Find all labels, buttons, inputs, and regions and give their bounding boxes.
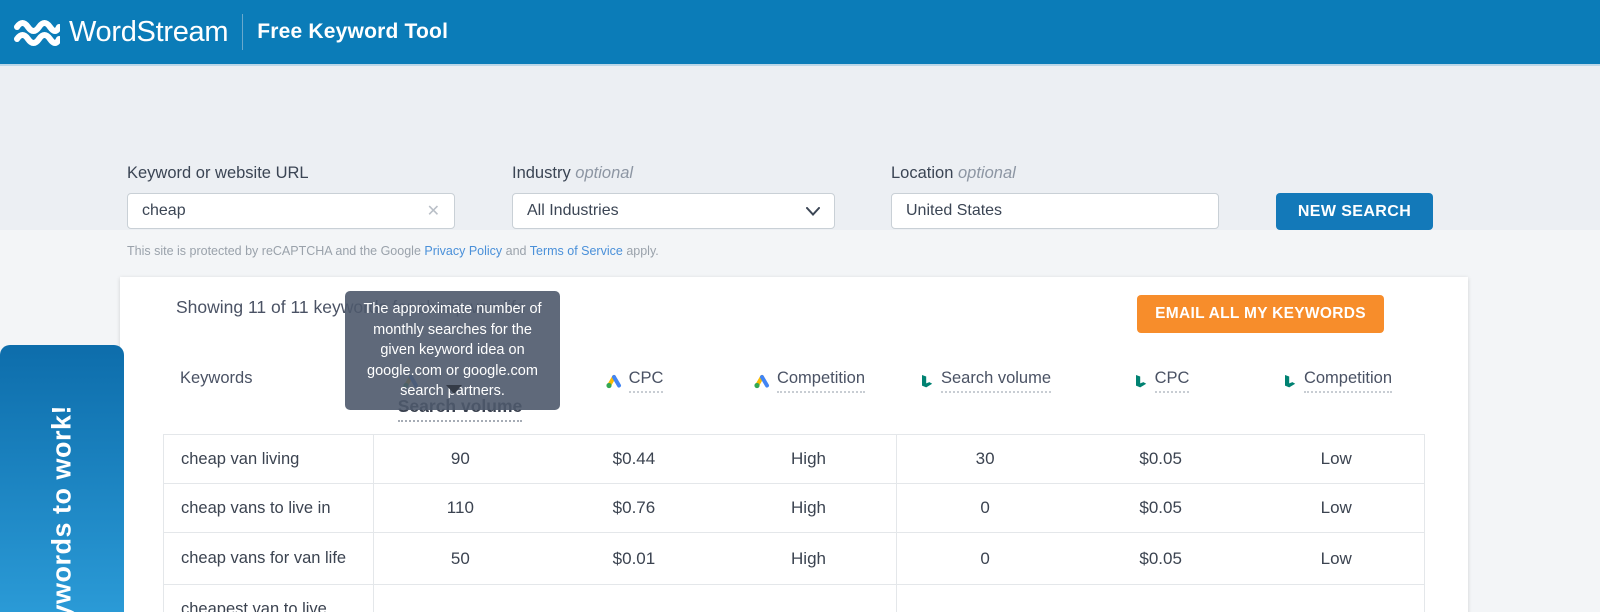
industry-select[interactable]: All Industries [512,193,835,229]
keywords-to-work-label: eywords to work! [46,404,77,612]
google-search-volume-cell: 90 [450,449,470,468]
keywords-to-work-tab[interactable]: eywords to work! [0,345,124,612]
brand-name: WordStream [69,15,229,48]
bing-icon [1284,374,1296,387]
location-input[interactable]: United States [891,193,1219,229]
bing-competition-cell: Low [1320,548,1352,568]
table-row[interactable]: cheapest van to live [164,584,1424,612]
location-input-value: United States [906,202,1003,219]
location-field-label: Location optional [891,164,1016,182]
column-header-bing-search-volume[interactable]: Search volume [897,369,1073,393]
google-search-volume-cell: 110 [446,498,474,517]
product-title: Free Keyword Tool [257,20,449,43]
search-form: Keyword or website URL cheap ✕ Industry … [0,66,1600,258]
industry-optional-hint: optional [575,164,634,182]
industry-field-label: Industry optional [512,164,634,182]
keyword-cell: cheapest van to live [164,585,374,612]
google-ads-icon [605,374,621,388]
google-competition-cell: High [721,484,898,532]
bing-search-volume-cell: 30 [975,449,995,468]
bing-search-volume-cell: 0 [980,498,990,517]
table-row[interactable]: cheap van living 90 $0.44 High 30 $0.05 … [164,434,1424,483]
new-search-button[interactable]: NEW SEARCH [1276,193,1433,230]
keywords-table: cheap van living 90 $0.44 High 30 $0.05 … [163,434,1425,612]
bing-cpc-cell: $0.05 [1139,548,1182,568]
google-ads-icon [754,374,769,388]
brand-logo[interactable]: WordStream [14,15,229,49]
privacy-policy-link[interactable]: Privacy Policy [424,244,503,258]
google-cpc-cell: $0.76 [612,498,656,517]
terms-of-service-link[interactable]: Terms of Service [529,244,623,258]
bing-competition-cell: Low [1320,449,1352,468]
bing-icon [921,374,933,387]
keyword-field-label: Keyword or website URL [127,164,309,182]
keyword-cell: cheap van living [164,435,374,483]
header-divider [242,14,244,50]
tooltip-arrow [446,385,462,394]
top-navbar: WordStream Free Keyword Tool [0,0,1600,66]
clear-input-icon[interactable]: ✕ [426,203,440,220]
keyword-input[interactable]: cheap ✕ [127,193,455,229]
location-optional-hint: optional [957,164,1016,182]
recaptcha-notice: This site is protected by reCAPTCHA and … [127,244,659,258]
bing-cpc-cell: $0.05 [1139,449,1182,468]
bing-cpc-cell: $0.05 [1139,498,1182,517]
bing-icon [1135,374,1146,387]
chevron-down-icon [806,206,820,216]
table-row[interactable]: cheap vans for van life 50 $0.01 High 0 … [164,532,1424,584]
column-header-bing-cpc[interactable]: CPC [1073,369,1249,393]
google-cpc-cell: $0.01 [612,548,656,568]
column-header-keywords: Keywords [180,369,253,387]
email-all-keywords-button[interactable]: EMAIL ALL MY KEYWORDS [1137,295,1384,333]
industry-select-value: All Industries [527,202,619,219]
column-header-google-competition[interactable]: Competition [721,369,897,393]
google-competition-cell [721,585,898,612]
table-row[interactable]: cheap vans to live in 110 $0.76 High 0 $… [164,483,1424,532]
results-card: Showing 11 of 11 keywords for cheap van … [120,277,1468,612]
google-cpc-cell: $0.44 [612,449,656,468]
column-header-bing-competition[interactable]: Competition [1249,369,1425,393]
google-competition-cell: High [721,435,898,483]
bing-competition-cell: Low [1320,498,1352,517]
keyword-cell: cheap vans for van life [164,533,374,584]
keyword-cell: cheap vans to live in [164,484,374,532]
column-header-google-cpc[interactable]: CPC [547,369,721,393]
table-header-row: Keywords CPC Competition [163,369,1425,393]
google-competition-cell: High [721,533,898,584]
bing-search-volume-cell: 0 [980,548,990,568]
wordstream-waves-icon [14,20,60,46]
google-search-volume-cell: 50 [450,548,470,568]
keyword-input-value: cheap [142,202,186,219]
